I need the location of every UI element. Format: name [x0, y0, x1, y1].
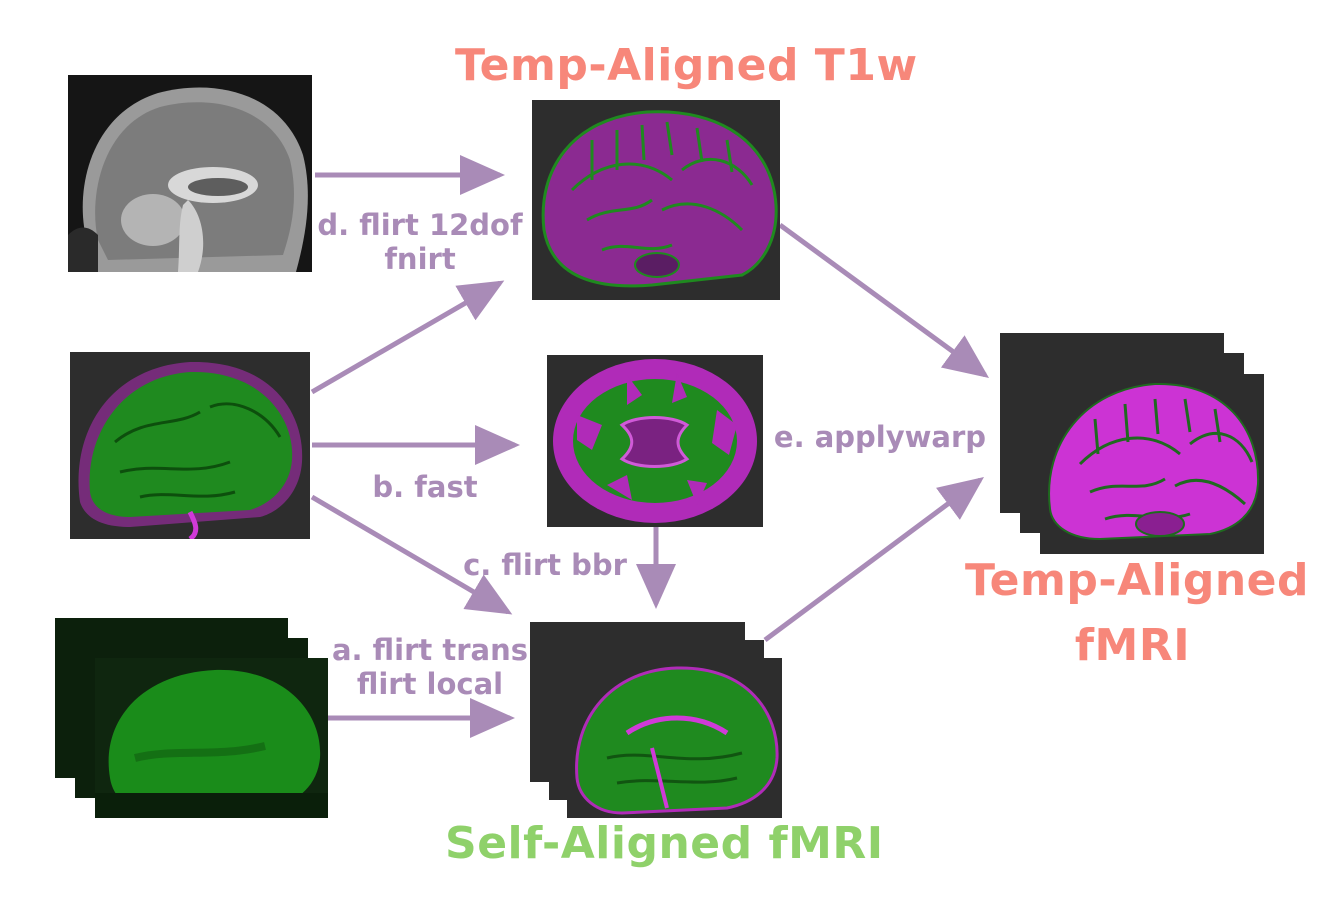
fast-segmentation-image [547, 355, 763, 527]
temp-aligned-fmri-frame-front [1040, 374, 1264, 554]
step-e-label: e. applywarp [773, 420, 987, 454]
arrow-t1w-to-self-fmri [310, 494, 513, 615]
raw-fmri-frame-front [95, 658, 328, 818]
arrow-t1w-to-temp-t1w [310, 280, 505, 395]
arrow-temp-t1w-to-temp-fmri [778, 222, 990, 378]
step-a-label-line2: flirt local [356, 667, 504, 701]
self-aligned-fmri-title: Self-Aligned fMRI [445, 818, 884, 869]
step-b-label: b. fast [372, 470, 478, 504]
temp-aligned-fmri-title-line2: fMRI [1074, 620, 1191, 671]
self-aligned-fmri-frame-front [567, 658, 782, 818]
temp-aligned-t1w-title: Temp-Aligned T1w [455, 40, 918, 91]
subject-t1w-image [70, 352, 310, 539]
step-d-label-line2: fnirt [384, 242, 456, 276]
temp-aligned-t1w-image [532, 100, 780, 300]
template-t1-image [68, 75, 312, 272]
temp-aligned-fmri-title-line1: Temp-Aligned [965, 555, 1309, 606]
arrow-self-fmri-to-temp-fmri [763, 477, 985, 643]
step-d-label-line1: d. flirt 12dof [317, 208, 523, 242]
step-c-label: c. flirt bbr [463, 548, 627, 582]
step-a-label-line1: a. flirt trans [331, 633, 529, 667]
